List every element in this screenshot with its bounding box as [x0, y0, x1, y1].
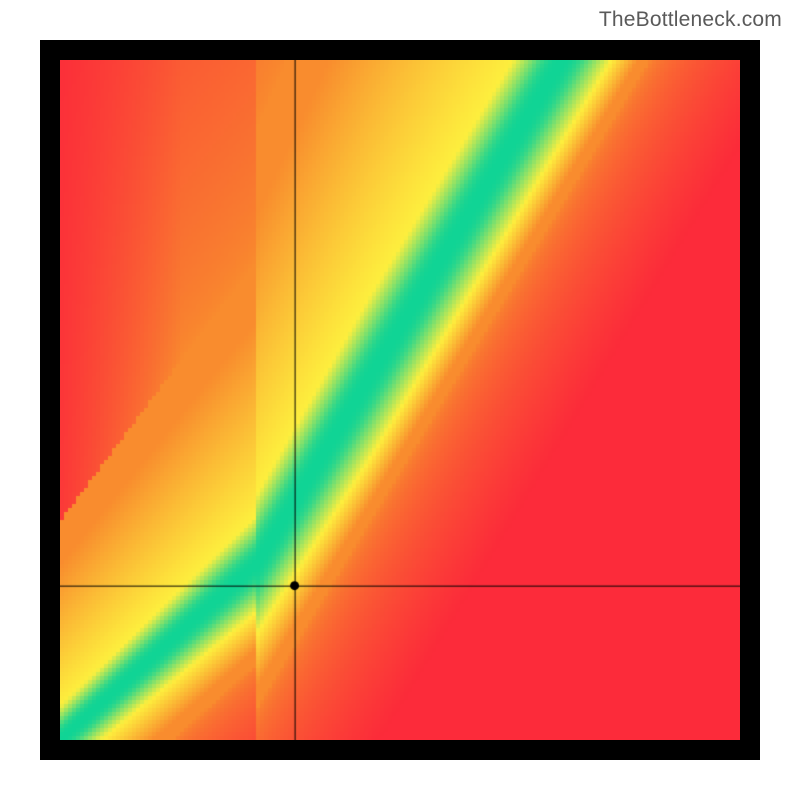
heatmap-plot: [60, 60, 740, 740]
heatmap-canvas: [60, 60, 740, 740]
watermark-text: TheBottleneck.com: [599, 8, 782, 32]
chart-container: TheBottleneck.com: [0, 0, 800, 800]
